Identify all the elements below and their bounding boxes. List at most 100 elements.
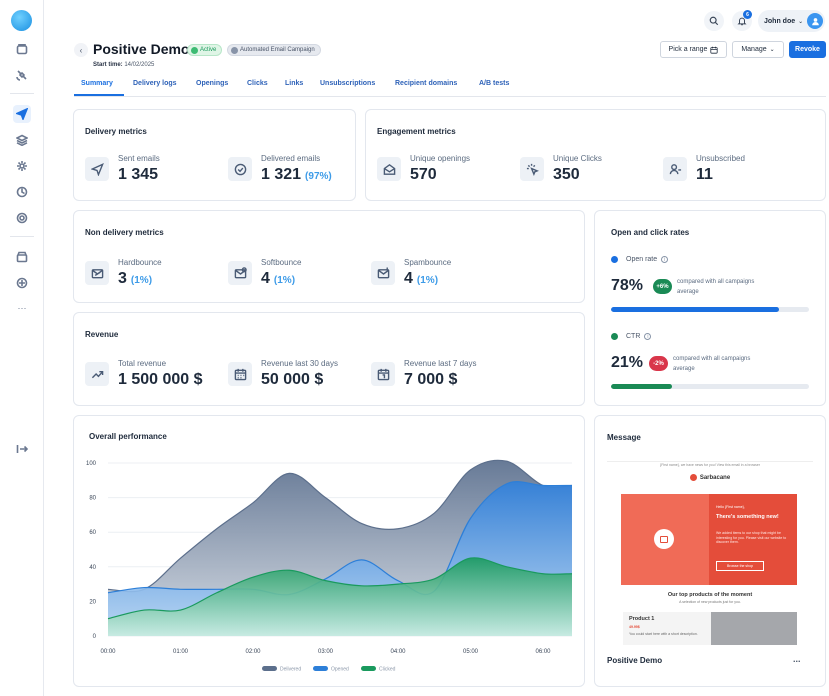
email-hero: Hello {First name}, There's something ne…	[621, 494, 797, 585]
softbounce-percent: (1%)	[273, 275, 296, 286]
collapse-sidebar-icon[interactable]	[13, 440, 31, 458]
chevron-down-icon: ⌄	[798, 18, 804, 25]
chevron-down-icon: ⌄	[769, 47, 775, 53]
tab-openings[interactable]: Openings	[196, 80, 229, 87]
shop-icon[interactable]	[13, 248, 31, 266]
satellite-icon[interactable]	[13, 66, 31, 84]
ctr-progress	[611, 384, 809, 389]
delivered-value: 1 321	[261, 166, 302, 183]
sidebar: ···	[0, 0, 44, 696]
tab-summary[interactable]: Summary	[81, 80, 113, 87]
layers-icon[interactable]	[13, 131, 31, 149]
x-tick-label: 04:00	[390, 649, 406, 655]
products-title: Our top products of the moment	[667, 592, 753, 598]
ctr-label: CTR	[626, 333, 641, 340]
user-menu-button[interactable]: John doe ⌄	[758, 10, 825, 32]
user-icon	[811, 17, 819, 25]
tab-ab-tests[interactable]: A/B tests	[479, 80, 510, 87]
metric-value: 4 (1%)	[404, 270, 438, 288]
delivered-percent: (97%)	[305, 171, 332, 182]
check-circle-icon	[228, 157, 252, 181]
open-click-rates-card: Open and click rates Open rate i 78% +6%…	[594, 210, 826, 406]
info-icon[interactable]: i	[644, 333, 652, 340]
tab-unsubscriptions[interactable]: Unsubscriptions	[320, 80, 376, 87]
products-subtitle: A selection of new products just for you…	[679, 600, 741, 604]
mail-error-icon	[85, 261, 109, 285]
y-tick-label: 60	[89, 530, 96, 536]
tab-bar: Summary Delivery logs Openings Clicks Li…	[74, 78, 826, 97]
delivered-line	[107, 459, 573, 593]
trending-up-icon	[85, 362, 109, 386]
metric-value: 1 500 000 $	[118, 371, 203, 388]
audience-icon[interactable]	[13, 183, 31, 201]
tab-recipient-domains[interactable]: Recipient domains	[395, 80, 458, 87]
more-icon[interactable]: ···	[17, 302, 27, 313]
spambounce-percent: (1%)	[416, 275, 439, 286]
y-tick-label: 40	[89, 565, 96, 571]
notification-count-badge: 6	[743, 10, 752, 19]
metric-label: Hardbounce	[118, 258, 162, 267]
non-delivery-metrics-card: Non delivery metrics Hardbounce 3 (1%) So…	[73, 210, 585, 303]
y-tick-label: 80	[89, 496, 96, 502]
sidebar-divider	[10, 236, 34, 237]
message-campaign-name: Positive Demo	[607, 656, 663, 665]
back-button[interactable]: ‹	[74, 43, 88, 57]
brand-name: Sarbacane	[699, 474, 731, 481]
message-card: Message {First name}, we have news for y…	[594, 415, 826, 687]
tab-clicks[interactable]: Clicks	[247, 80, 268, 87]
legend-label: Opened	[331, 667, 349, 673]
y-tick-label: 0	[93, 634, 97, 640]
metric-label: Unsubscribed	[696, 154, 745, 163]
automation-icon[interactable]	[13, 157, 31, 175]
open-rate-label-row: Open rate i	[611, 256, 669, 263]
legend-swatch	[262, 666, 277, 671]
legend-swatch	[313, 666, 328, 671]
user-name: John doe	[764, 17, 796, 25]
metric-value: 4 (1%)	[261, 270, 295, 288]
product-price: 49.99$	[629, 625, 640, 629]
manage-button[interactable]: Manage ⌄	[732, 41, 784, 58]
x-tick-label: 05:00	[463, 649, 479, 655]
revoke-button[interactable]: Revoke	[789, 41, 826, 58]
softbounce-value: 4	[261, 270, 270, 287]
x-tick-label: 02:00	[245, 649, 261, 655]
metric-value: 3 (1%)	[118, 270, 152, 288]
app-logo[interactable]	[11, 10, 32, 31]
product-description: You could start here with a short descri…	[629, 632, 698, 636]
card-title: Engagement metrics	[377, 127, 456, 136]
ctr-value: 21%	[611, 354, 644, 371]
brand-logo-icon	[689, 474, 697, 481]
tab-links[interactable]: Links	[285, 80, 304, 87]
status-badge: Active	[187, 44, 223, 56]
pick-range-label: Pick a range	[668, 46, 708, 53]
dashboard-icon[interactable]	[13, 40, 31, 58]
info-icon[interactable]: i	[661, 256, 669, 263]
open-envelope-icon	[377, 157, 401, 181]
more-options-icon[interactable]: ...	[793, 654, 801, 664]
integrations-icon[interactable]	[13, 274, 31, 292]
open-rate-legend-dot	[611, 256, 618, 263]
performance-area-chart: 0 20 40 60 80 100 00:00 01:00 02:00 03:00 04:00 05:…	[86, 459, 573, 673]
card-title: Delivery metrics	[85, 127, 147, 136]
hero-cta-button[interactable]: Browse the shop	[716, 561, 764, 571]
card-title: Revenue	[85, 330, 119, 339]
target-icon[interactable]	[13, 209, 31, 227]
email-browser-note: {First name}, we have news for you! View…	[660, 463, 760, 467]
send-icon[interactable]	[13, 105, 31, 123]
search-button[interactable]	[704, 11, 724, 31]
metric-value: 50 000 $	[261, 371, 324, 388]
tab-delivery-logs[interactable]: Delivery logs	[133, 80, 177, 87]
clicked-line	[107, 557, 573, 620]
email-preview[interactable]: {First name}, we have news for you! View…	[607, 461, 813, 645]
metric-label: Delivered emails	[261, 154, 321, 163]
hardbounce-value: 3	[118, 270, 127, 287]
metric-label: Spambounce	[404, 258, 452, 267]
metric-label: Unique openings	[410, 154, 471, 163]
pick-range-button[interactable]: Pick a range	[660, 41, 727, 58]
y-tick-label: 100	[86, 461, 97, 467]
manage-label: Manage	[741, 46, 767, 53]
metric-label: Revenue last 30 days	[261, 359, 338, 368]
send-icon	[85, 157, 109, 181]
metric-label: Revenue last 7 days	[404, 359, 477, 368]
open-rate-progress	[611, 307, 809, 312]
